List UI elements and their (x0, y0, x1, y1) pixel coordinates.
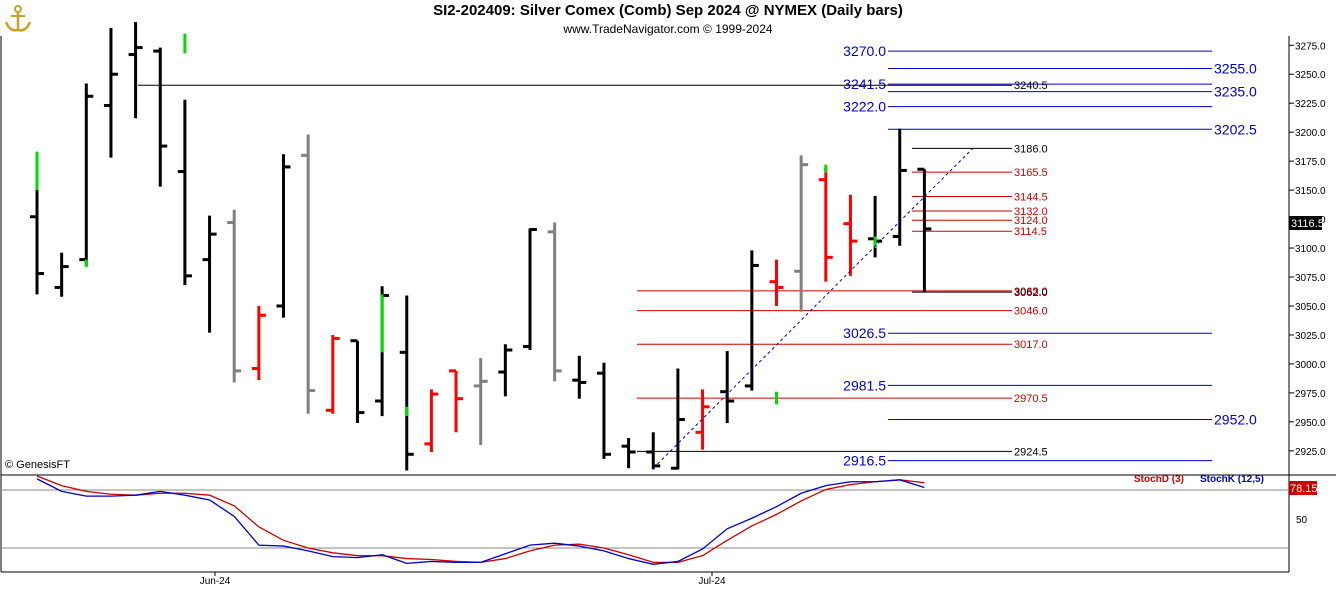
stochastic-panel (36, 475, 925, 565)
last-price-label: 3116.5 (1291, 218, 1324, 230)
ohlc-bar (202, 215, 217, 333)
ohlc-bar (473, 358, 488, 446)
ohlc-bar (596, 362, 611, 459)
level-label: 3026.5 (843, 325, 886, 341)
y-tick-label: 3225.0 (1295, 99, 1326, 110)
price-axis: 3275.03250.03225.03200.03175.03150.03125… (1289, 41, 1326, 458)
stoch-k-line (36, 478, 925, 565)
ohlc-bar (301, 134, 316, 414)
y-tick-label: 3150.0 (1295, 186, 1326, 197)
y-tick-label: 3175.0 (1295, 157, 1326, 168)
ohlc-bar (621, 438, 636, 469)
level-label: 3202.5 (1214, 121, 1257, 137)
ohlc-bar (572, 355, 587, 399)
ohlc-bar (670, 368, 685, 470)
ohlc-bar (523, 228, 537, 351)
level-label: 3124.0 (1014, 215, 1048, 227)
x-tick-label: Jul-24 (698, 576, 726, 587)
ohlc-bar (695, 389, 710, 450)
y-tick-label: 2975.0 (1295, 389, 1326, 400)
level-label: 3186.0 (1014, 143, 1048, 155)
stoch-value-box (1289, 481, 1317, 495)
y-tick-label: 3250.0 (1295, 70, 1326, 81)
ohlc-bar (424, 389, 439, 452)
price-panel-frame (0, 36, 1336, 573)
level-label: 3063.0 (1014, 286, 1048, 298)
level-label: 3270.0 (843, 43, 886, 59)
y-tick-label: 3025.0 (1295, 331, 1326, 342)
ohlc-bar (128, 22, 143, 119)
ohlc-bar (399, 295, 414, 471)
level-label: 3222.0 (843, 99, 886, 115)
ohlc-bar (153, 47, 168, 187)
level-label: 2981.5 (843, 377, 886, 393)
level-label: 3017.0 (1014, 339, 1048, 351)
ohlc-bar (251, 305, 266, 381)
ohlc-bar (177, 99, 192, 286)
date-axis: Jun-24 Jul-24 (200, 572, 726, 587)
ohlc-bar (449, 369, 464, 433)
x-tick-label: Jun-24 (200, 576, 231, 587)
ohlc-bars (30, 22, 932, 471)
ohlc-bar (325, 334, 340, 414)
ohlc-bar (917, 167, 932, 293)
ohlc-bar (350, 339, 365, 424)
level-label: 3240.5 (1014, 80, 1048, 92)
ohlc-bar (892, 128, 907, 246)
level-label: 2970.5 (1014, 393, 1048, 405)
ohlc-bar (276, 154, 291, 318)
ohlc-bar (103, 27, 118, 158)
stoch-k-legend: StochK (12,5) (1200, 474, 1264, 485)
ohlc-bar (843, 194, 858, 276)
anchor-logo-icon (4, 5, 32, 32)
ohlc-bar (744, 250, 759, 391)
level-label: 3235.0 (1214, 84, 1257, 100)
ohlc-bar (769, 259, 784, 306)
level-label: 3046.0 (1014, 306, 1048, 318)
level-label: 3241.5 (843, 76, 886, 92)
y-tick-label: 3100.0 (1295, 244, 1326, 255)
stoch-value-label: 78.15 (1290, 483, 1318, 495)
ohlc-bar (547, 222, 562, 382)
price-levels: 3270.0 3255.0 3241.5 3240.5 3235.0 3222.0 3202… (138, 43, 1257, 469)
ohlc-bar (227, 209, 242, 383)
level-label: 3144.5 (1014, 191, 1048, 203)
y-tick-label: 3275.0 (1295, 41, 1326, 52)
stoch-d-legend: StochD (3) (1134, 474, 1184, 485)
y-tick-label: 2950.0 (1295, 418, 1326, 429)
trendline (652, 148, 974, 469)
level-label: 2924.5 (1014, 446, 1048, 458)
level-label: 3132.0 (1014, 206, 1048, 218)
level-label: 2952.0 (1214, 412, 1257, 428)
ohlc-bar (79, 83, 94, 267)
ohlc-bar (646, 432, 661, 470)
stoch-tick-label: 50 (1296, 515, 1308, 526)
ohlc-bar (818, 168, 833, 282)
last-price-box (1289, 216, 1322, 230)
chart-subtitle: www.TradeNavigator.com © 1999-2024 (563, 22, 773, 36)
stoch-d-line (36, 475, 925, 564)
ohlc-bar (868, 195, 883, 258)
y-tick-label: 3075.0 (1295, 273, 1326, 284)
level-label: 3114.5 (1014, 226, 1047, 238)
level-label: 3165.5 (1014, 167, 1048, 179)
y-tick-label: 3050.0 (1295, 302, 1326, 313)
y-tick-label: 3000.0 (1295, 360, 1326, 371)
chart-title: SI2-202409: Silver Comex (Comb) Sep 2024… (433, 2, 903, 19)
level-label: 3255.0 (1214, 60, 1257, 76)
ohlc-bar (54, 252, 69, 297)
copyright-label: © GenesisFT (5, 459, 70, 471)
trendline-group (652, 148, 974, 469)
ohlc-bar (498, 344, 513, 397)
y-tick-label: 2925.0 (1295, 447, 1326, 458)
ohlc-bar (720, 351, 735, 424)
level-label: 2916.5 (843, 453, 886, 469)
level-label: 3062.0 (1014, 287, 1048, 299)
ohlc-bar (794, 155, 809, 312)
y-tick-label: 3200.0 (1295, 128, 1326, 139)
